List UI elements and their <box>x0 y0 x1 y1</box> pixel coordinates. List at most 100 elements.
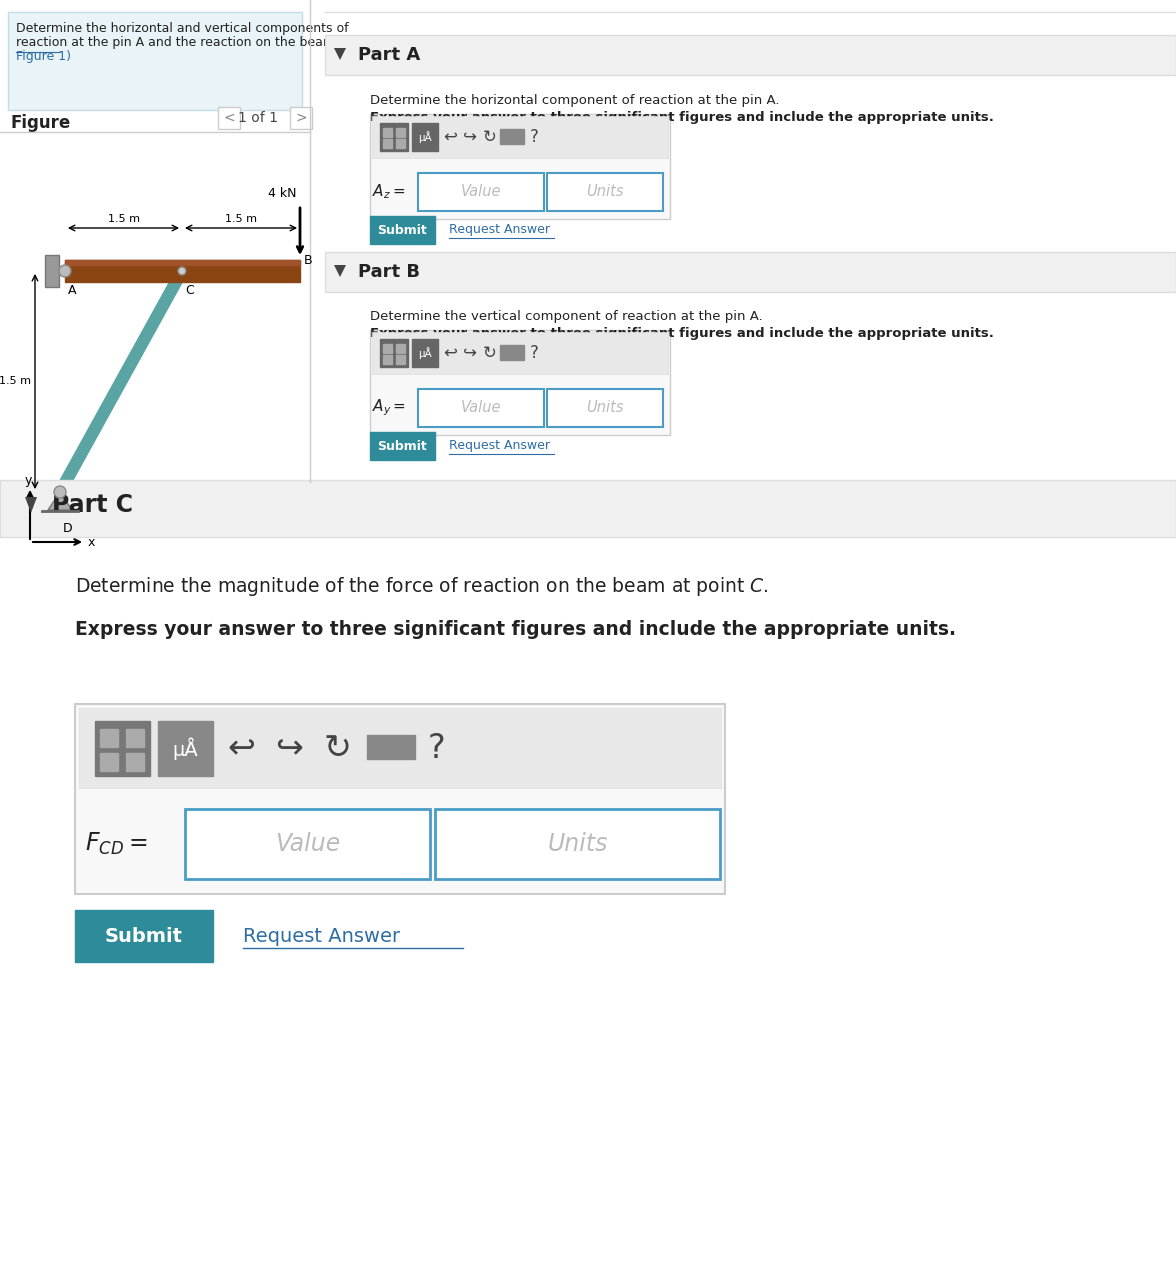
Bar <box>372 116 668 158</box>
Bar <box>380 340 408 368</box>
Bar <box>185 809 430 879</box>
Bar <box>65 259 300 265</box>
Text: Value: Value <box>461 401 501 416</box>
Text: <: < <box>223 111 235 125</box>
Text: μÅ: μÅ <box>419 347 432 359</box>
Bar <box>370 216 435 244</box>
Text: Express your answer to three significant figures and include the appropriate uni: Express your answer to three significant… <box>370 111 994 123</box>
Text: D: D <box>64 522 73 536</box>
Bar <box>100 729 118 747</box>
Bar <box>417 389 544 427</box>
Bar <box>75 703 724 894</box>
Text: ↻: ↻ <box>323 731 350 764</box>
Text: Express your answer to three significant figures and include the appropriate uni: Express your answer to three significant… <box>370 327 994 340</box>
Text: A: A <box>68 284 76 296</box>
Text: Submit: Submit <box>377 224 427 237</box>
Text: 4 kN: 4 kN <box>267 187 296 200</box>
Bar <box>325 252 1176 293</box>
Text: $A_y =$: $A_y =$ <box>372 398 406 418</box>
Bar <box>75 909 213 962</box>
Bar <box>367 735 415 759</box>
Bar <box>0 480 1176 537</box>
Text: Submit: Submit <box>105 926 183 945</box>
Bar <box>396 343 405 354</box>
Text: Request Answer: Request Answer <box>449 224 550 237</box>
Text: ?: ? <box>428 731 446 764</box>
Text: ↪: ↪ <box>275 731 303 764</box>
Bar <box>396 128 405 137</box>
Text: B: B <box>305 254 313 267</box>
Text: ↩: ↩ <box>443 343 457 363</box>
Bar <box>396 139 405 148</box>
Text: Request Answer: Request Answer <box>449 440 550 453</box>
Text: C: C <box>185 284 194 296</box>
Circle shape <box>178 267 186 275</box>
Bar <box>0 132 310 583</box>
Bar <box>65 259 300 282</box>
Bar <box>383 139 392 148</box>
Text: ?: ? <box>529 128 539 146</box>
Text: Part B: Part B <box>358 263 420 281</box>
Bar <box>370 329 670 435</box>
Bar <box>0 537 1176 1272</box>
Bar <box>396 355 405 364</box>
Text: $F_{CD} =$: $F_{CD} =$ <box>85 831 147 857</box>
Bar <box>380 123 408 151</box>
Text: μÅ: μÅ <box>173 738 199 759</box>
Text: 1.5 m: 1.5 m <box>225 214 258 224</box>
Bar <box>372 332 668 374</box>
Bar <box>126 753 143 771</box>
Text: reaction at the pin A and the reaction on the beam at C. (: reaction at the pin A and the reaction o… <box>16 36 377 50</box>
Text: Figure: Figure <box>11 114 71 132</box>
Text: Submit: Submit <box>377 440 427 453</box>
Text: Figure 1): Figure 1) <box>16 50 71 64</box>
Bar <box>383 355 392 364</box>
Bar <box>45 254 59 287</box>
Text: Express your answer to three significant figures and include the appropriate uni: Express your answer to three significant… <box>75 619 956 639</box>
Text: Determine the horizontal component of reaction at the pin A.: Determine the horizontal component of re… <box>370 94 780 107</box>
Circle shape <box>54 486 66 499</box>
Polygon shape <box>48 492 72 510</box>
Text: Determine the horizontal and vertical components of: Determine the horizontal and vertical co… <box>16 22 348 36</box>
Text: y: y <box>25 474 32 487</box>
Text: Determine the vertical component of reaction at the pin A.: Determine the vertical component of reac… <box>370 310 763 323</box>
Bar <box>547 389 663 427</box>
Text: ↪: ↪ <box>463 128 477 146</box>
Text: $A_z =$: $A_z =$ <box>372 183 406 201</box>
Text: Value: Value <box>275 832 340 856</box>
Text: ↻: ↻ <box>483 128 497 146</box>
Bar <box>435 809 720 879</box>
Bar <box>370 114 670 219</box>
Text: >: > <box>295 111 307 125</box>
Bar <box>500 345 524 360</box>
Text: Units: Units <box>547 832 608 856</box>
Bar <box>500 128 524 144</box>
Text: Request Answer: Request Answer <box>243 926 400 945</box>
Bar <box>412 340 437 368</box>
Bar <box>100 753 118 771</box>
Text: ?: ? <box>529 343 539 363</box>
Bar <box>8 11 302 109</box>
Text: Determine the magnitude of the force of reaction on the beam at point $\mathit{C: Determine the magnitude of the force of … <box>75 575 769 598</box>
Text: μÅ: μÅ <box>419 131 432 142</box>
Polygon shape <box>334 265 346 277</box>
Text: ↻: ↻ <box>483 343 497 363</box>
Polygon shape <box>334 48 346 60</box>
Bar <box>126 729 143 747</box>
Bar <box>95 721 151 776</box>
Bar <box>158 721 213 776</box>
Bar <box>290 107 312 128</box>
Bar <box>417 173 544 211</box>
Bar <box>79 709 721 787</box>
Text: Part A: Part A <box>358 46 420 64</box>
Text: Units: Units <box>586 184 623 200</box>
Text: Part C: Part C <box>52 494 133 516</box>
Text: 1.5 m: 1.5 m <box>0 377 31 387</box>
Text: ↩: ↩ <box>443 128 457 146</box>
Bar <box>383 343 392 354</box>
Text: Units: Units <box>586 401 623 416</box>
Bar <box>383 128 392 137</box>
Text: x: x <box>88 536 95 548</box>
Text: ↩: ↩ <box>227 731 255 764</box>
Bar <box>325 36 1176 75</box>
